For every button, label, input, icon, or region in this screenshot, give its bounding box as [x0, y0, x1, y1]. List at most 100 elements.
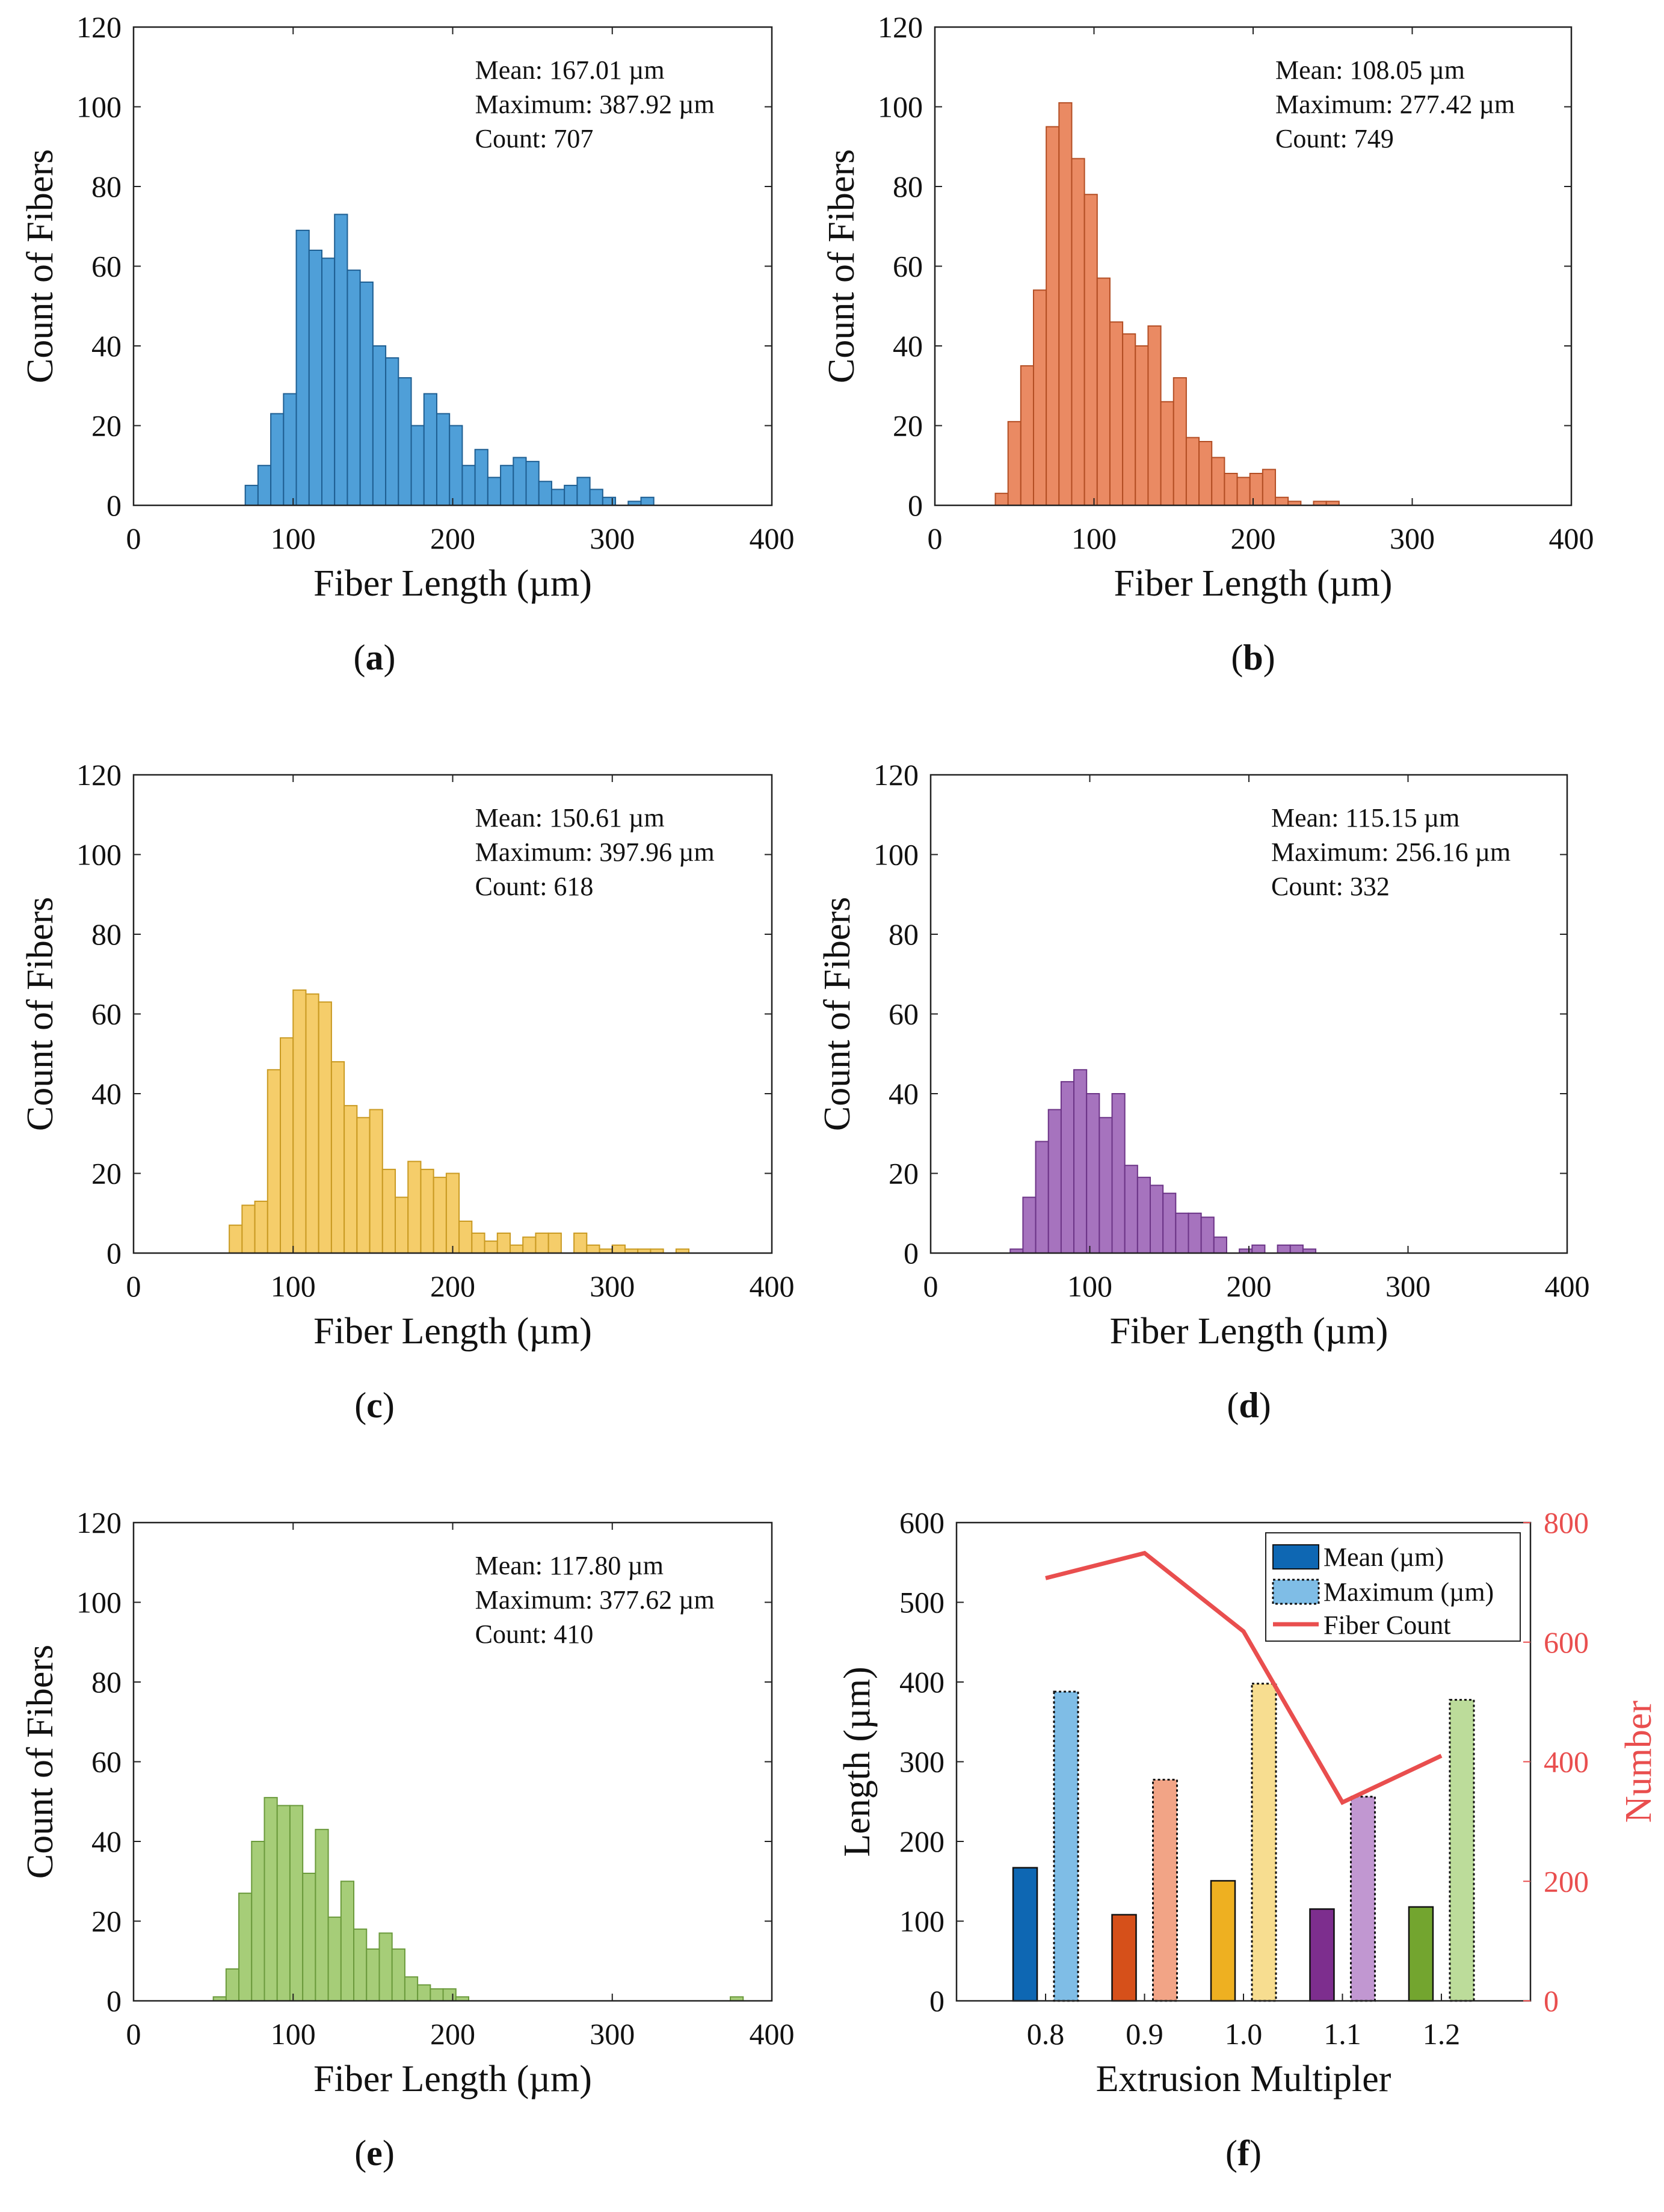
histogram-bar — [327, 1916, 342, 2001]
histogram-bar — [1251, 1244, 1266, 1254]
y-right-tick-label: 0 — [1544, 1984, 1559, 2018]
histogram-bar — [330, 1061, 345, 1254]
y-right-tick-label: 400 — [1544, 1745, 1589, 1779]
y-tick-label: 80 — [889, 917, 919, 951]
histogram-bar — [1096, 277, 1111, 506]
y-tick-label: 40 — [91, 1077, 122, 1111]
histogram-bar — [410, 425, 425, 506]
stats-annotation: Mean: 167.01 µm — [475, 55, 665, 85]
x-axis-label: Fiber Length (µm) — [1114, 563, 1393, 604]
x-axis-label: Extrusion Multipler — [1096, 2059, 1391, 2100]
stats-annotation: Count: 410 — [475, 1619, 594, 1649]
y-tick-label: 60 — [889, 997, 919, 1031]
histogram-bar — [449, 425, 463, 506]
histogram-bar — [1124, 1165, 1138, 1254]
mean-bar — [1111, 1914, 1137, 2002]
histogram-bar — [1020, 365, 1034, 506]
stats-annotation: Maximum: 397.96 µm — [475, 837, 715, 867]
x-axis-label: Fiber Length (µm) — [313, 563, 592, 604]
legend-label-fiber-count: Fiber Count — [1323, 1610, 1450, 1640]
x-tick-label: 400 — [750, 2017, 795, 2051]
y-tick-label: 0 — [929, 1984, 944, 2018]
y-tick-label: 100 — [76, 90, 122, 124]
histogram-bar — [1058, 102, 1073, 506]
fiber-count-line — [1045, 1550, 1443, 1805]
histogram-bar — [522, 1236, 537, 1254]
histogram-bar — [1022, 1197, 1037, 1254]
histogram-bar — [1135, 345, 1149, 506]
stats-annotation: Maximum: 256.16 µm — [1271, 837, 1511, 867]
histogram-bar — [334, 214, 348, 506]
histogram-bar — [461, 464, 476, 506]
histogram-bar — [366, 1948, 380, 2001]
y-tick-label: 100 — [874, 838, 919, 872]
histogram-bar — [356, 1117, 371, 1254]
histogram-bar — [1262, 469, 1277, 506]
stats-annotation: Count: 749 — [1275, 124, 1394, 153]
x-tick-label: 100 — [271, 2017, 316, 2051]
y-tick-label: 100 — [76, 838, 122, 872]
y-tick-label: 40 — [889, 1077, 919, 1111]
x-tick-label: 200 — [430, 2017, 475, 2051]
histogram-bar — [1175, 1212, 1189, 1254]
maximum-bar — [1053, 1690, 1079, 2002]
x-tick-label: 0.8 — [1027, 2017, 1065, 2051]
mean-bar — [1012, 1867, 1038, 2002]
stats-annotation: Maximum: 377.62 µm — [475, 1585, 715, 1615]
y-tick-label: 20 — [91, 1905, 122, 1938]
histogram-bar — [385, 357, 399, 506]
mean-bar — [1210, 1880, 1236, 2002]
panel-b: 0 100 200 300 400 0 20 40 60 80 100 120 Fiber Length… — [821, 10, 1594, 677]
histogram-bar — [1147, 325, 1162, 506]
histogram-bar — [1200, 1216, 1215, 1254]
y-axis-label: Count of Fibers — [20, 1645, 61, 1879]
x-tick-label: 1.1 — [1323, 2017, 1361, 2051]
y-axis-label: Count of Fibers — [20, 897, 61, 1131]
x-tick-label: 0 — [126, 1269, 141, 1303]
y-tick-label: 120 — [76, 1506, 122, 1539]
histogram-bar — [474, 449, 488, 506]
x-tick-label: 400 — [1549, 522, 1594, 555]
y-tick-label: 0 — [106, 1984, 122, 2018]
y-tick-label: 80 — [91, 1665, 122, 1699]
histogram-bar — [407, 1160, 422, 1254]
histogram-bar — [586, 1244, 600, 1254]
histogram-bar — [270, 413, 285, 506]
panel-label: (a) — [354, 638, 396, 677]
legend-swatch-maximum — [1272, 1579, 1320, 1605]
histogram-bar — [254, 1200, 268, 1254]
histogram-bar — [445, 1172, 460, 1254]
x-tick-label: 0.9 — [1126, 2017, 1163, 2051]
histogram-bar — [241, 1204, 256, 1254]
histogram-bar — [1211, 457, 1225, 506]
maximum-bar — [1152, 1778, 1179, 2002]
histogram-bar — [1071, 158, 1085, 506]
stats-annotation: Mean: 115.15 µm — [1271, 803, 1459, 833]
y-tick-label: 100 — [878, 90, 923, 124]
histogram-bar — [238, 1893, 253, 2001]
histogram-bar — [276, 1805, 291, 2001]
histogram-bar — [305, 993, 319, 1254]
histogram-bar — [423, 393, 437, 506]
y-tick-label: 80 — [91, 170, 122, 203]
histogram-bar — [1224, 473, 1238, 506]
panel-e: 0 100 200 300 400 0 20 40 60 80 100 120 Fiber Length… — [20, 1506, 795, 2173]
histogram-bar — [395, 1197, 409, 1254]
histogram-bar — [1275, 496, 1289, 506]
histogram-bar — [1236, 476, 1251, 506]
histogram-bar — [1032, 289, 1047, 506]
histogram-bar — [994, 493, 1009, 506]
histogram-bar — [244, 484, 259, 506]
histogram-bar — [1198, 441, 1213, 506]
histogram-bar — [315, 1829, 329, 2001]
histogram-bar — [509, 1244, 524, 1254]
panel-label: (d) — [1227, 1385, 1271, 1425]
y-right-axis-label: Number — [1618, 1701, 1659, 1823]
x-tick-label: 300 — [1385, 1269, 1431, 1303]
y-tick-label: 60 — [91, 997, 122, 1031]
histogram-bar — [1277, 1244, 1291, 1254]
panel-c: 0 100 200 300 400 0 20 40 60 80 100 120 Fiber Length… — [20, 758, 795, 1425]
histogram-bar — [417, 1984, 431, 2001]
stats-annotation: Maximum: 277.42 µm — [1275, 90, 1515, 119]
